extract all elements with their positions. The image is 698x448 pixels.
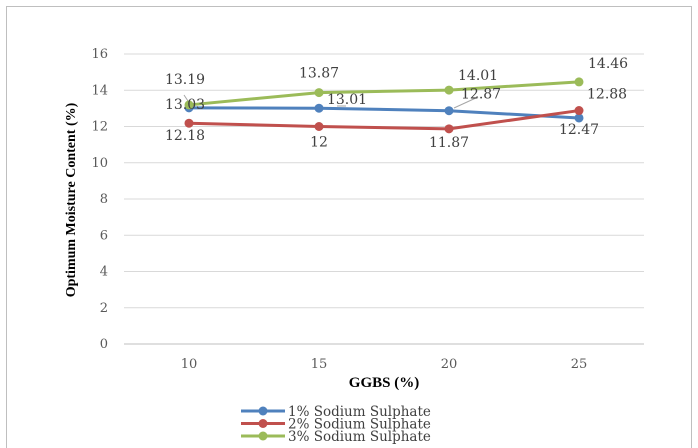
y-tick-0: 0 <box>100 337 108 352</box>
data-label-s3-10: 13.19 <box>165 72 205 88</box>
data-point-s1-15 <box>314 103 324 113</box>
y-tick-4: 4 <box>100 265 108 280</box>
data-point-s2-10 <box>184 118 194 128</box>
series-line-3 <box>188 80 580 107</box>
series-line-2 <box>188 109 580 131</box>
series-lines <box>188 80 580 131</box>
legend-label-2: 2% Sodium Sulphate <box>288 417 431 433</box>
data-point-s1-20 <box>444 106 454 116</box>
data-point-s2-15 <box>314 122 324 131</box>
y-tick-14: 14 <box>91 83 108 98</box>
legend-marker-1 <box>258 406 268 416</box>
x-tick-labels: 10 15 20 25 <box>181 357 588 372</box>
legend-label-1: 1% Sodium Sulphate <box>288 404 431 420</box>
data-point-s2-20 <box>444 124 454 134</box>
series-points <box>184 77 584 134</box>
data-point-s1-25 <box>574 113 584 123</box>
y-tick-8: 8 <box>100 192 108 207</box>
gridlines <box>124 53 644 345</box>
y-tick-16: 16 <box>91 47 108 62</box>
data-point-s3-25 <box>574 77 584 87</box>
data-label-s1-25: 12.47 <box>559 122 599 138</box>
legend-marker-3 <box>258 431 268 441</box>
x-tick-15: 15 <box>311 357 328 372</box>
y-tick-2: 2 <box>100 301 108 316</box>
y-axis-title: Optimum Moisture Content (%) <box>64 102 79 297</box>
legend-label-3: 3% Sodium Sulphate <box>288 429 431 445</box>
data-point-s3-20 <box>444 85 454 95</box>
legend-marker-2 <box>258 419 268 428</box>
leader-line-2 <box>453 96 479 109</box>
x-tick-25: 25 <box>571 357 588 372</box>
data-label-s2-10: 12.18 <box>165 128 205 144</box>
y-tick-10: 10 <box>91 156 108 171</box>
data-labels: 13.03 13.01 12.87 12.47 12.18 12 11.87 12.88 13.… <box>165 56 628 151</box>
data-label-s3-25: 14.46 <box>588 56 628 72</box>
x-tick-20: 20 <box>441 357 458 372</box>
data-label-s1-15: 13.01 <box>327 92 367 108</box>
data-label-s2-25: 12.88 <box>587 87 627 103</box>
x-tick-10: 10 <box>181 357 198 372</box>
data-label-s1-20: 12.87 <box>461 87 501 103</box>
data-label-s1-10: 13.03 <box>165 97 205 113</box>
y-tick-6: 6 <box>100 228 108 243</box>
series-line-1 <box>188 106 580 120</box>
data-label-s3-20: 14.01 <box>458 68 498 84</box>
data-label-s3-15: 13.87 <box>299 66 339 82</box>
y-tick-12: 12 <box>91 120 108 135</box>
y-tick-labels: 0 2 4 6 8 10 12 14 16 <box>91 47 108 352</box>
data-label-s2-20: 11.87 <box>429 135 469 151</box>
data-point-s2-25 <box>574 106 584 116</box>
x-axis-title: GGBS (%) <box>349 375 419 391</box>
data-point-s3-15 <box>314 88 324 98</box>
data-point-s3-10 <box>184 100 194 110</box>
data-label-s2-15: 12 <box>310 135 328 151</box>
